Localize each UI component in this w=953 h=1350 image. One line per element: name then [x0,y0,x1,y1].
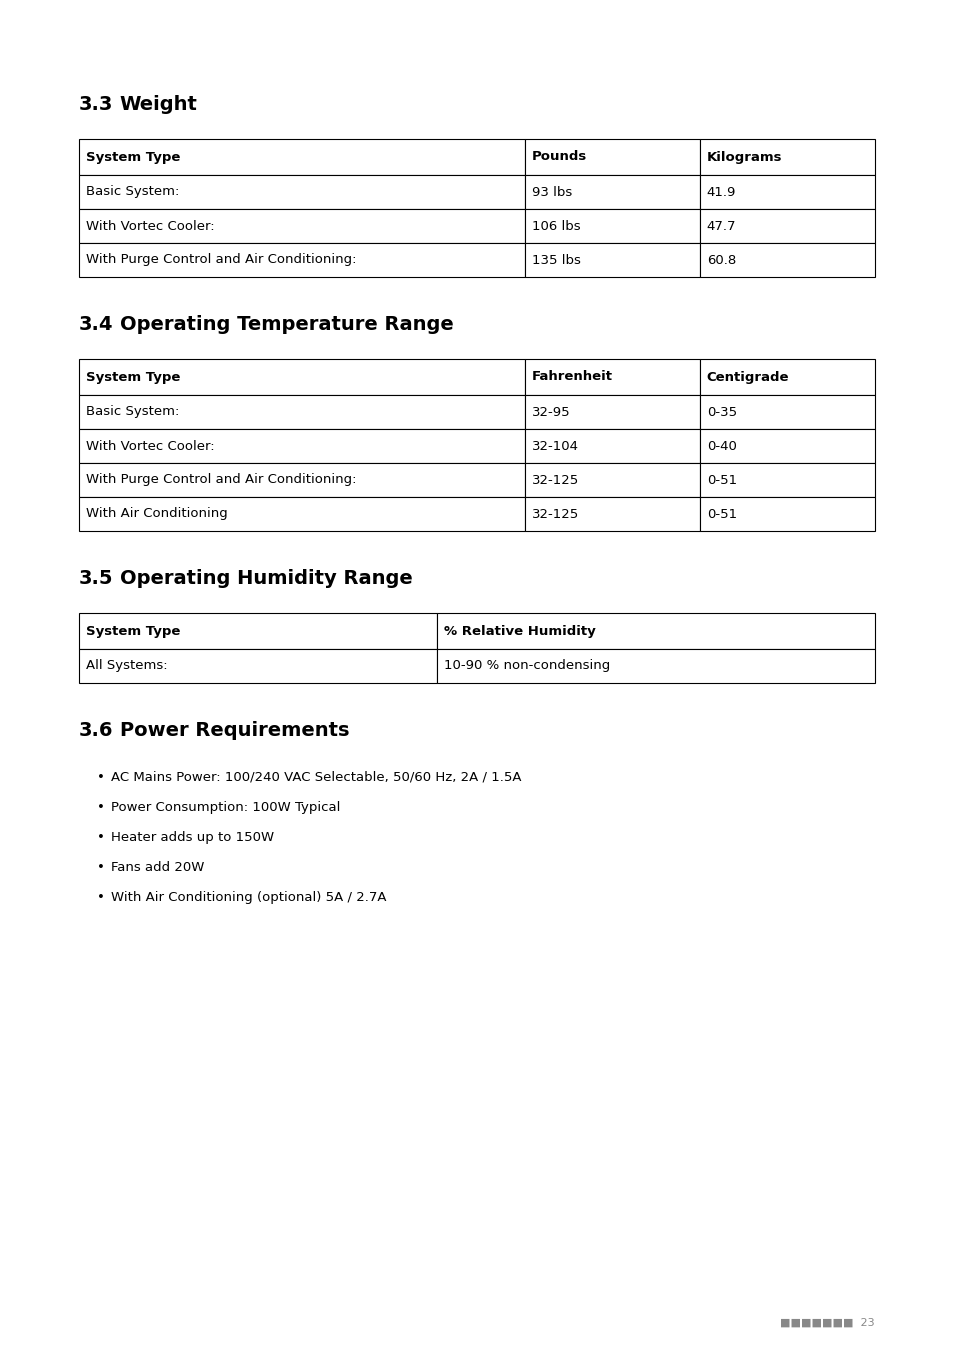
Text: 3.6: 3.6 [79,721,113,740]
Bar [79,649,436,683]
Bar [524,209,700,243]
Text: 47.7: 47.7 [706,220,736,232]
Text: Basic System:: Basic System: [86,185,179,198]
Text: AC Mains Power: 100/240 VAC Selectable, 50/60 Hz, 2A / 1.5A: AC Mains Power: 100/240 VAC Selectable, … [112,771,521,784]
Bar [79,429,524,463]
Bar [79,243,524,277]
Text: With Air Conditioning: With Air Conditioning [86,508,228,521]
Bar [700,139,874,176]
Text: 135 lbs: 135 lbs [531,254,580,266]
Text: All Systems:: All Systems: [86,660,168,672]
Bar [79,209,524,243]
Bar [79,359,524,396]
Text: •: • [97,771,105,784]
Text: Centigrade: Centigrade [706,370,788,383]
Bar [700,463,874,497]
Bar [79,463,524,497]
Text: 0-35: 0-35 [706,405,736,418]
Bar [79,396,524,429]
Text: With Vortec Cooler:: With Vortec Cooler: [86,440,214,452]
Text: 60.8: 60.8 [706,254,736,266]
Text: 0-40: 0-40 [706,440,736,452]
Text: Operating Humidity Range: Operating Humidity Range [119,568,412,589]
Bar [700,396,874,429]
Bar [524,463,700,497]
Bar [436,649,874,683]
Bar [79,497,524,531]
Bar [700,359,874,396]
Text: •: • [97,801,105,814]
Text: % Relative Humidity: % Relative Humidity [444,625,596,637]
Bar [524,359,700,396]
Text: 32-95: 32-95 [531,405,570,418]
Text: 3.4: 3.4 [79,315,113,333]
Bar [524,243,700,277]
Text: •: • [97,861,105,873]
Bar [436,613,874,649]
Text: System Type: System Type [86,150,180,163]
Text: •: • [97,832,105,844]
Bar [700,176,874,209]
Text: 3.3: 3.3 [79,95,113,113]
Text: Pounds: Pounds [531,150,586,163]
Text: With Air Conditioning (optional) 5A / 2.7A: With Air Conditioning (optional) 5A / 2.… [112,891,386,904]
Bar [79,613,436,649]
Text: Heater adds up to 150W: Heater adds up to 150W [112,832,274,844]
Bar [524,176,700,209]
Text: System Type: System Type [86,370,180,383]
Text: 0-51: 0-51 [706,508,736,521]
Bar [524,139,700,176]
Text: System Type: System Type [86,625,180,637]
Text: Operating Temperature Range: Operating Temperature Range [119,315,453,333]
Text: Fans add 20W: Fans add 20W [112,861,204,873]
Bar [700,243,874,277]
Text: •: • [97,891,105,904]
Text: Power Requirements: Power Requirements [119,721,349,740]
Text: 10-90 % non-condensing: 10-90 % non-condensing [444,660,610,672]
Text: Power Consumption: 100W Typical: Power Consumption: 100W Typical [112,801,340,814]
Bar [79,139,524,176]
Bar [700,497,874,531]
Text: Fahrenheit: Fahrenheit [531,370,612,383]
Bar [524,396,700,429]
Text: 41.9: 41.9 [706,185,736,198]
Text: With Purge Control and Air Conditioning:: With Purge Control and Air Conditioning: [86,254,356,266]
Text: With Vortec Cooler:: With Vortec Cooler: [86,220,214,232]
Text: 0-51: 0-51 [706,474,736,486]
Bar [524,497,700,531]
Text: Kilograms: Kilograms [706,150,781,163]
Text: With Purge Control and Air Conditioning:: With Purge Control and Air Conditioning: [86,474,356,486]
Text: 32-104: 32-104 [531,440,578,452]
Text: Weight: Weight [119,95,197,113]
Text: 32-125: 32-125 [531,508,578,521]
Text: 93 lbs: 93 lbs [531,185,572,198]
Bar [79,176,524,209]
Bar [700,429,874,463]
Text: Basic System:: Basic System: [86,405,179,418]
Bar [700,209,874,243]
Text: 106 lbs: 106 lbs [531,220,579,232]
Text: 32-125: 32-125 [531,474,578,486]
Text: ■■■■■■■  23: ■■■■■■■ 23 [780,1318,874,1328]
Text: 3.5: 3.5 [79,568,113,589]
Bar [524,429,700,463]
